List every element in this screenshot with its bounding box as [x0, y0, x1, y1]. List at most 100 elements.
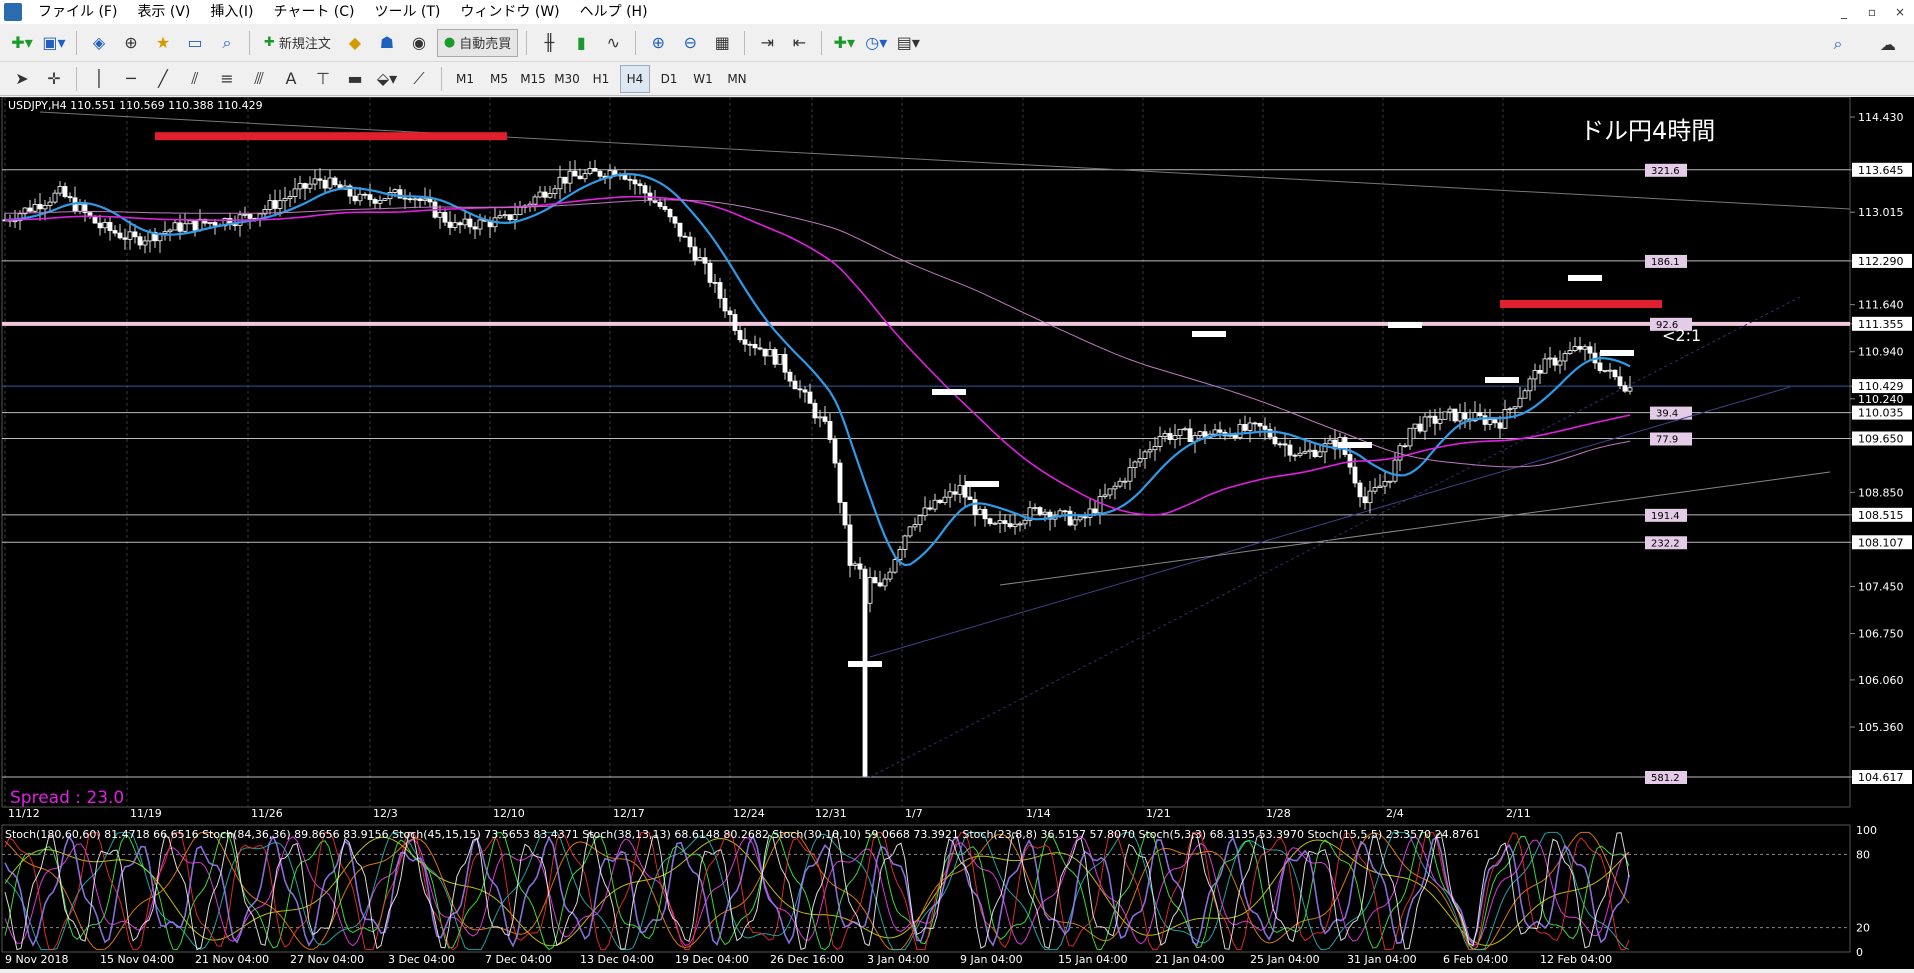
timeframe-m5[interactable]: M5: [490, 71, 508, 86]
timeframe-d1[interactable]: D1: [660, 71, 678, 86]
candle-body: [117, 232, 123, 239]
candle-body: [1612, 369, 1618, 378]
price-box: [1852, 253, 1912, 268]
profiles-icon[interactable]: ▣▾: [42, 33, 66, 52]
signals-icon[interactable]: ☗: [379, 33, 395, 52]
periods-icon[interactable]: ◷▾: [865, 33, 888, 52]
navigator-icon[interactable]: ★: [155, 33, 171, 52]
fibonacci-fan-icon[interactable]: ⫻: [254, 68, 264, 88]
candle-body: [1297, 452, 1303, 456]
fibonacci-icon[interactable]: ≡: [220, 69, 234, 88]
candle-body: [232, 224, 238, 227]
trendline-icon[interactable]: ╱: [158, 69, 168, 88]
candlestick-icon[interactable]: ▮: [576, 33, 586, 52]
candle-body: [862, 568, 868, 777]
white-marker: [1192, 331, 1226, 337]
chat-icon[interactable]: ☁: [1880, 34, 1896, 54]
chart-canvas[interactable]: 321.6 186.1 92.6 39.4 77.9 191.4 232.2 581.2 11…: [0, 96, 1914, 969]
candle-body: [887, 571, 893, 580]
menu-tools[interactable]: ツール (T): [374, 4, 441, 20]
new-chart-icon[interactable]: ✚▾: [11, 33, 33, 52]
timeframe-mn[interactable]: MN: [727, 71, 747, 86]
candle-body: [77, 204, 83, 212]
candle-body: [287, 196, 293, 200]
candle-body: [1382, 481, 1388, 487]
menu-insert[interactable]: 挿入(I): [210, 4, 254, 20]
candle-body: [982, 508, 988, 520]
zoom-in-icon[interactable]: ⊕: [651, 33, 665, 52]
close-button[interactable]: ×: [1894, 5, 1906, 19]
vertical-line-icon[interactable]: │: [94, 69, 104, 88]
metaeditor-icon[interactable]: ◆: [348, 33, 362, 52]
candle-body: [987, 518, 993, 525]
candle-body: [1122, 480, 1128, 483]
candle-body: [962, 485, 968, 498]
candle-body: [977, 508, 983, 515]
stoch-line: [4, 834, 1630, 948]
arrows-icon[interactable]: ⬙▾: [376, 69, 398, 88]
candle-body: [1137, 458, 1143, 463]
menu-window[interactable]: ウィンドウ (W): [460, 4, 560, 20]
zoom-out-icon[interactable]: ⊖: [683, 33, 697, 52]
candle-body: [27, 207, 33, 212]
candle-body: [1527, 378, 1533, 392]
tile-windows-icon[interactable]: ▦: [714, 33, 730, 52]
terminal-icon[interactable]: ▭: [187, 33, 203, 52]
auto-trading-button[interactable]: ● 自動売買: [436, 28, 519, 57]
line-chart-icon[interactable]: ∿: [606, 33, 620, 52]
indicators-icon[interactable]: ✚▾: [833, 33, 855, 52]
chart-shift-icon[interactable]: ⇤: [792, 33, 806, 52]
search-icon[interactable]: ⌕: [1833, 34, 1843, 53]
menu-help[interactable]: ヘルプ (H): [579, 4, 648, 20]
data-window-icon[interactable]: ⊕: [124, 33, 138, 52]
markers: [155, 132, 1662, 667]
timeframe-m1[interactable]: M1: [456, 71, 474, 86]
candle-body: [1412, 423, 1418, 429]
rectangle-icon[interactable]: ▬: [347, 69, 363, 88]
bar-chart-icon[interactable]: ╫: [544, 33, 555, 52]
candle-body: [142, 240, 148, 246]
restore-button[interactable]: ▫: [1867, 5, 1877, 19]
level-label: 92.6: [1656, 320, 1678, 331]
new-order-label: 新規注文: [278, 37, 331, 52]
menu-chart[interactable]: チャート (C): [273, 4, 355, 20]
candle-body: [1072, 519, 1078, 526]
candle-body: [1102, 494, 1108, 497]
horizontal-line-icon[interactable]: ─: [126, 69, 136, 88]
price-label: 106.060: [1858, 674, 1904, 687]
ratio-label: <2:1: [1662, 326, 1701, 345]
timeframe-h4[interactable]: H4: [620, 64, 650, 93]
candle-body: [922, 507, 928, 517]
market-watch-icon[interactable]: ◈: [92, 33, 106, 52]
text-icon[interactable]: A: [285, 69, 297, 88]
market-icon[interactable]: ◉: [411, 33, 426, 52]
minimize-button[interactable]: _: [1841, 5, 1847, 19]
candle-body: [767, 349, 773, 357]
timeframe-h1[interactable]: H1: [592, 71, 610, 86]
timeframe-m30[interactable]: M30: [554, 71, 580, 86]
candle-body: [547, 193, 553, 198]
candle-body: [1417, 423, 1423, 432]
candle-body: [847, 524, 853, 566]
chart-window[interactable]: 321.6 186.1 92.6 39.4 77.9 191.4 232.2 581.2 11…: [0, 96, 1914, 969]
auto-scroll-icon[interactable]: ⇥: [760, 33, 774, 52]
candle-body: [577, 175, 583, 180]
candle-body: [792, 380, 798, 390]
equidistant-channel-icon[interactable]: ⫽: [191, 68, 199, 88]
objects-icon[interactable]: ⟋: [413, 68, 425, 88]
strategy-tester-icon[interactable]: ⌕: [222, 32, 232, 52]
menu-file[interactable]: ファイル (F): [38, 4, 118, 20]
timeframe-m15[interactable]: M15: [520, 71, 546, 86]
timeframe-w1[interactable]: W1: [693, 71, 713, 86]
templates-icon[interactable]: ▤▾: [896, 33, 920, 52]
candle-body: [517, 206, 523, 216]
crosshair-icon[interactable]: ✛: [47, 69, 61, 88]
candle-body: [32, 204, 38, 212]
text-label-icon[interactable]: ⊤: [316, 69, 330, 88]
menu-view[interactable]: 表示 (V): [137, 4, 191, 20]
candle-body: [1407, 427, 1413, 447]
cursor-icon[interactable]: ➤: [15, 69, 29, 88]
toolbar-separator: [744, 30, 746, 55]
candle-body: [637, 183, 643, 187]
new-order-button[interactable]: ✚ 新規注文: [258, 29, 337, 57]
